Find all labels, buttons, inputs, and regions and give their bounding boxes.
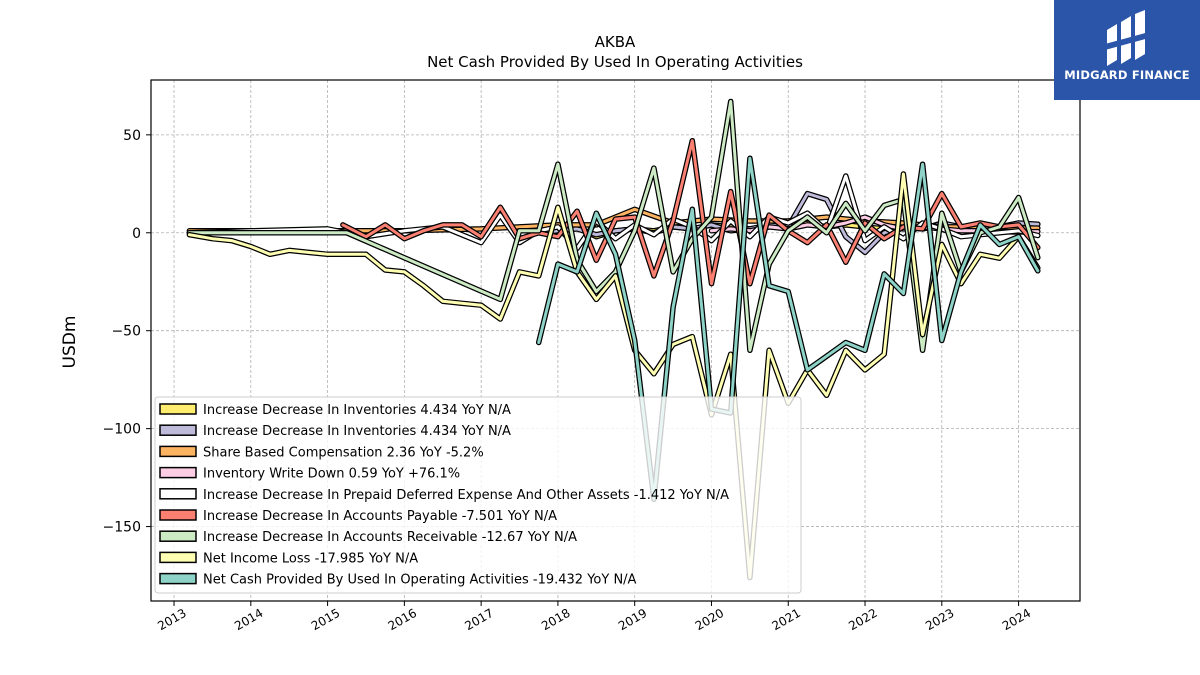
x-tick-label: 2023 bbox=[923, 606, 956, 633]
legend-swatch bbox=[159, 424, 197, 436]
legend-entry: Net Cash Provided By Used In Operating A… bbox=[203, 573, 637, 588]
legend-swatch bbox=[159, 445, 197, 458]
legend-swatch bbox=[159, 488, 197, 500]
legend-entry: Increase Decrease In Inventories 4.434 Y… bbox=[203, 403, 511, 418]
legend-entry: Inventory Write Down 0.59 YoY +76.1% bbox=[203, 467, 460, 482]
legend-entry: Share Based Compensation 2.36 YoY -5.2% bbox=[203, 445, 484, 460]
x-tick-label: 2015 bbox=[309, 606, 342, 633]
legend-swatch bbox=[159, 509, 197, 521]
legend-box bbox=[154, 396, 802, 594]
series-line bbox=[537, 156, 1040, 501]
x-tick-label: 2021 bbox=[770, 606, 803, 633]
x-tick-label: 2022 bbox=[846, 606, 879, 633]
x-tick-label: 2016 bbox=[386, 606, 419, 633]
legend-swatch bbox=[159, 530, 197, 542]
series-line bbox=[187, 172, 1040, 579]
x-tick-label: 2018 bbox=[539, 606, 572, 633]
x-tick-label: 2019 bbox=[616, 606, 649, 633]
legend-swatch bbox=[159, 572, 197, 585]
legend-entry: Net Income Loss -17.985 YoY N/A bbox=[203, 551, 418, 566]
y-tick-label: −100 bbox=[103, 422, 141, 438]
chart-title: AKBA bbox=[595, 33, 636, 51]
y-tick-label: 0 bbox=[132, 226, 141, 242]
x-tick-label: 2014 bbox=[232, 606, 265, 633]
x-tick-label: 2013 bbox=[155, 606, 188, 633]
y-tick-label: −150 bbox=[103, 520, 141, 536]
x-tick-label: 2017 bbox=[462, 606, 495, 633]
x-tick-label: 2024 bbox=[1000, 606, 1033, 633]
legend-swatch bbox=[159, 466, 197, 479]
legend-entry: Increase Decrease In Prepaid Deferred Ex… bbox=[203, 488, 729, 503]
y-tick-label: −50 bbox=[111, 324, 141, 340]
legend-swatch bbox=[159, 403, 197, 415]
chart-subtitle: Net Cash Provided By Used In Operating A… bbox=[427, 53, 803, 71]
series-line bbox=[341, 139, 1040, 286]
logo-mark-icon bbox=[1105, 10, 1149, 66]
series-group bbox=[186, 98, 1041, 581]
legend-entry: Increase Decrease In Inventories 4.434 Y… bbox=[203, 424, 511, 439]
legend-entry: Increase Decrease In Accounts Receivable… bbox=[203, 530, 577, 545]
brand-name: MIDGARD FINANCE bbox=[1064, 68, 1190, 82]
y-axis-label: USDm bbox=[60, 316, 80, 369]
legend-entry: Increase Decrease In Accounts Payable -7… bbox=[203, 509, 557, 524]
x-tick-label: 2020 bbox=[693, 606, 726, 633]
y-tick-label: 50 bbox=[123, 128, 141, 144]
brand-logo: MIDGARD FINANCE bbox=[1054, 0, 1200, 100]
plot-frame bbox=[150, 79, 1081, 602]
legend-swatch bbox=[159, 551, 197, 564]
legend: Increase Decrease In Inventories 4.434 Y… bbox=[154, 396, 802, 594]
